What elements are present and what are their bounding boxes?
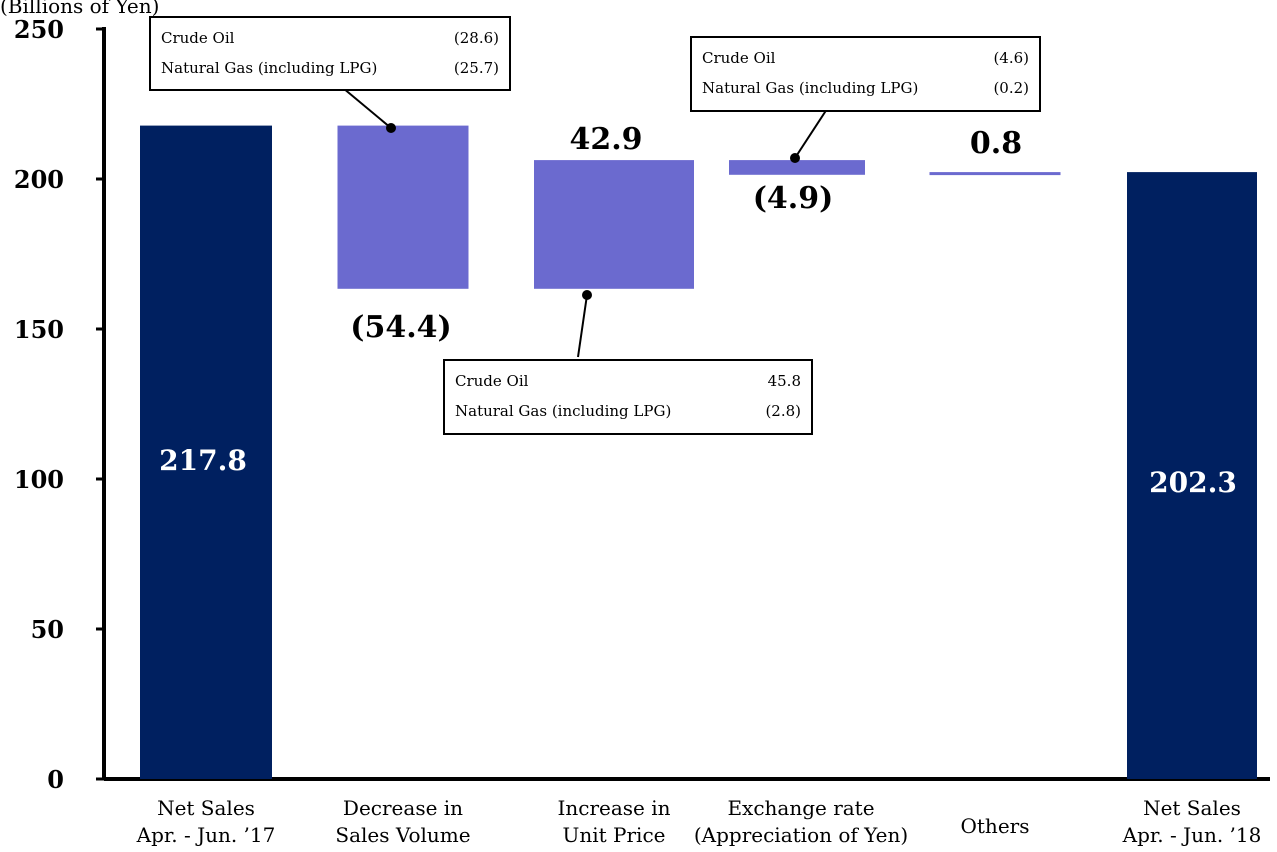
callout-increase-in-unit-price: Crude Oil 45.8 Natural Gas (including LPG… <box>443 359 813 435</box>
callout-row-natural-gas: Natural Gas (including LPG) (2.8) <box>455 402 801 420</box>
y-tick-label: 100 <box>14 465 64 494</box>
data-label: (54.4) <box>350 310 451 345</box>
category-label: Net Sales Apr. - Jun. ’17 <box>136 796 276 847</box>
bar-2 <box>534 160 694 289</box>
y-tick-label: 200 <box>14 165 64 194</box>
y-tick-label: 50 <box>31 615 64 644</box>
callout-row-crude-oil: Crude Oil 45.8 <box>455 372 801 390</box>
bar-4 <box>929 172 1061 176</box>
callout-leader-line <box>577 294 588 358</box>
callout-row-natural-gas: Natural Gas (including LPG) (0.2) <box>702 79 1029 97</box>
category-label: Exchange rate (Appreciation of Yen) <box>694 796 908 847</box>
category-label: Others <box>961 814 1030 838</box>
callout-exchange-rate: Crude Oil (4.6) Natural Gas (including LP… <box>690 36 1041 112</box>
data-label: 202.3 <box>1149 466 1237 499</box>
y-tick-label: 150 <box>14 315 64 344</box>
callout-leader-line <box>342 87 392 129</box>
y-axis-unit-label: (Billions of Yen) <box>0 0 160 18</box>
bar-0 <box>140 125 272 780</box>
data-label: 42.9 <box>569 122 642 157</box>
callout-leader-line <box>794 108 828 159</box>
callout-pointer-dot <box>386 123 396 133</box>
callout-decrease-in-sales-volume: Crude Oil (28.6) Natural Gas (including L… <box>149 16 511 91</box>
callout-pointer-dot <box>582 290 592 300</box>
category-label: Net Sales Apr. - Jun. ’18 <box>1122 796 1262 847</box>
callout-row-crude-oil: Crude Oil (4.6) <box>702 49 1029 67</box>
data-label: 217.8 <box>159 444 247 477</box>
callout-row-natural-gas: Natural Gas (including LPG) (25.7) <box>161 59 499 77</box>
category-label: Increase in Unit Price <box>557 796 670 847</box>
data-label: 0.8 <box>970 126 1022 161</box>
callout-pointer-dot <box>790 153 800 163</box>
bar-1 <box>337 125 469 289</box>
bar-3 <box>729 160 865 175</box>
bar-5 <box>1127 172 1257 780</box>
y-tick-label: 0 <box>47 765 64 794</box>
data-label: (4.9) <box>753 181 834 216</box>
category-label: Decrease in Sales Volume <box>335 796 470 847</box>
callout-row-crude-oil: Crude Oil (28.6) <box>161 29 499 47</box>
y-tick-label: 250 <box>14 15 64 44</box>
